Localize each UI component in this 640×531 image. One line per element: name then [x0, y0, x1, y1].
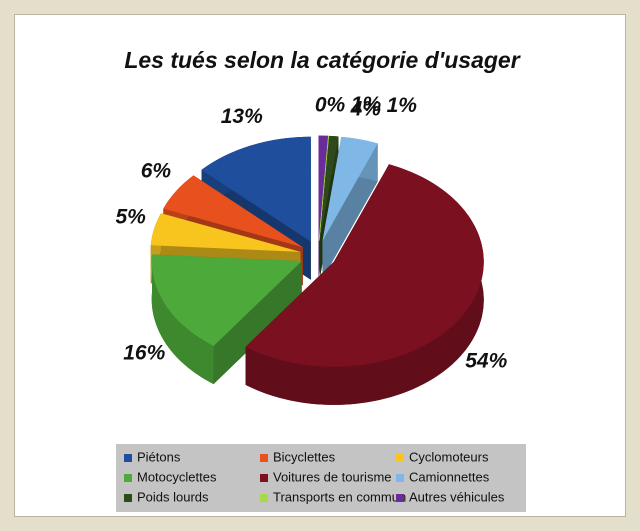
- data-label: 16%: [123, 342, 165, 365]
- legend-swatch: [124, 474, 132, 482]
- legend-label: Piétons: [137, 449, 181, 464]
- slice-side: [245, 164, 484, 405]
- legend-swatch: [260, 454, 268, 462]
- legend-swatch: [396, 494, 404, 502]
- legend-label: Voitures de tourisme: [273, 469, 392, 484]
- legend-swatch: [260, 474, 268, 482]
- slice: [151, 254, 302, 347]
- legend-label: Cyclomoteurs: [409, 449, 489, 464]
- slice: [163, 175, 303, 248]
- legend-swatch: [396, 454, 404, 462]
- slice: [201, 136, 311, 242]
- legend-label: Camionnettes: [409, 469, 490, 484]
- legend-label: Motocyclettes: [137, 469, 217, 484]
- legend-label: Poids lourds: [137, 489, 209, 504]
- legend-swatch: [124, 454, 132, 462]
- legend-label: Bicyclettes: [273, 449, 336, 464]
- slice: [319, 135, 339, 241]
- data-label: 13%: [221, 105, 263, 128]
- data-label: 54%: [465, 350, 507, 373]
- slice-side: [151, 254, 214, 385]
- inner-frame: [14, 14, 626, 517]
- data-label: 4%: [350, 98, 382, 121]
- slice: [322, 136, 378, 242]
- legend-label: Autres véhicules: [409, 489, 505, 504]
- slice: [245, 164, 484, 367]
- data-label: 6%: [141, 160, 172, 183]
- data-label: 1%: [387, 94, 418, 117]
- legend-swatch: [124, 494, 132, 502]
- legend-swatch: [260, 494, 268, 502]
- legend-swatch: [396, 474, 404, 482]
- data-label: 1%: [351, 93, 382, 116]
- slice: [150, 213, 301, 252]
- legend-label: Transports en commun: [273, 489, 406, 504]
- chart-title: Les tués selon la catégorie d'usager: [124, 47, 520, 73]
- data-label: 5%: [115, 205, 146, 228]
- slice: [318, 135, 328, 241]
- slice: [318, 135, 330, 241]
- legend-box: [116, 444, 526, 512]
- data-label: 0%: [315, 93, 346, 116]
- slice-wall: [213, 261, 302, 385]
